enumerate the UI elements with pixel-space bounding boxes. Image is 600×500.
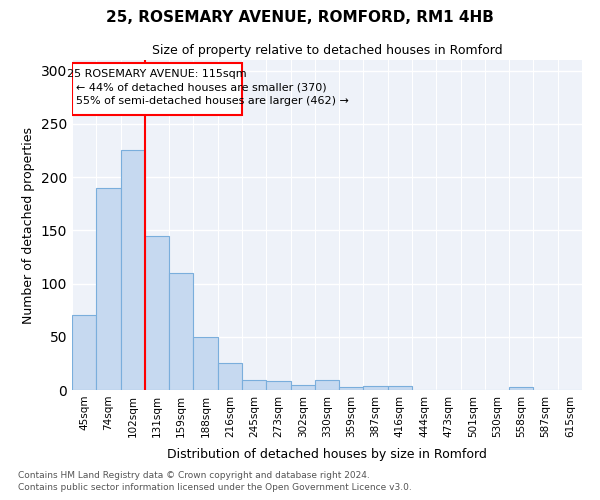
Bar xyxy=(72,316,96,390)
Bar xyxy=(169,273,193,390)
Bar xyxy=(96,188,121,390)
Bar xyxy=(266,382,290,390)
FancyBboxPatch shape xyxy=(72,63,242,116)
Bar xyxy=(218,364,242,390)
Bar xyxy=(290,384,315,390)
Text: Contains HM Land Registry data © Crown copyright and database right 2024.: Contains HM Land Registry data © Crown c… xyxy=(18,471,370,480)
Text: ← 44% of detached houses are smaller (370): ← 44% of detached houses are smaller (37… xyxy=(76,82,326,92)
Bar xyxy=(145,236,169,390)
Bar xyxy=(121,150,145,390)
X-axis label: Distribution of detached houses by size in Romford: Distribution of detached houses by size … xyxy=(167,448,487,461)
Bar xyxy=(315,380,339,390)
Text: 25, ROSEMARY AVENUE, ROMFORD, RM1 4HB: 25, ROSEMARY AVENUE, ROMFORD, RM1 4HB xyxy=(106,10,494,25)
Bar xyxy=(339,387,364,390)
Bar xyxy=(388,386,412,390)
Text: 25 ROSEMARY AVENUE: 115sqm: 25 ROSEMARY AVENUE: 115sqm xyxy=(67,68,247,78)
Bar xyxy=(193,337,218,390)
Bar xyxy=(364,386,388,390)
Text: 55% of semi-detached houses are larger (462) →: 55% of semi-detached houses are larger (… xyxy=(76,96,349,106)
Bar xyxy=(509,387,533,390)
Bar xyxy=(242,380,266,390)
Text: Contains public sector information licensed under the Open Government Licence v3: Contains public sector information licen… xyxy=(18,484,412,492)
Title: Size of property relative to detached houses in Romford: Size of property relative to detached ho… xyxy=(152,44,502,58)
Y-axis label: Number of detached properties: Number of detached properties xyxy=(22,126,35,324)
